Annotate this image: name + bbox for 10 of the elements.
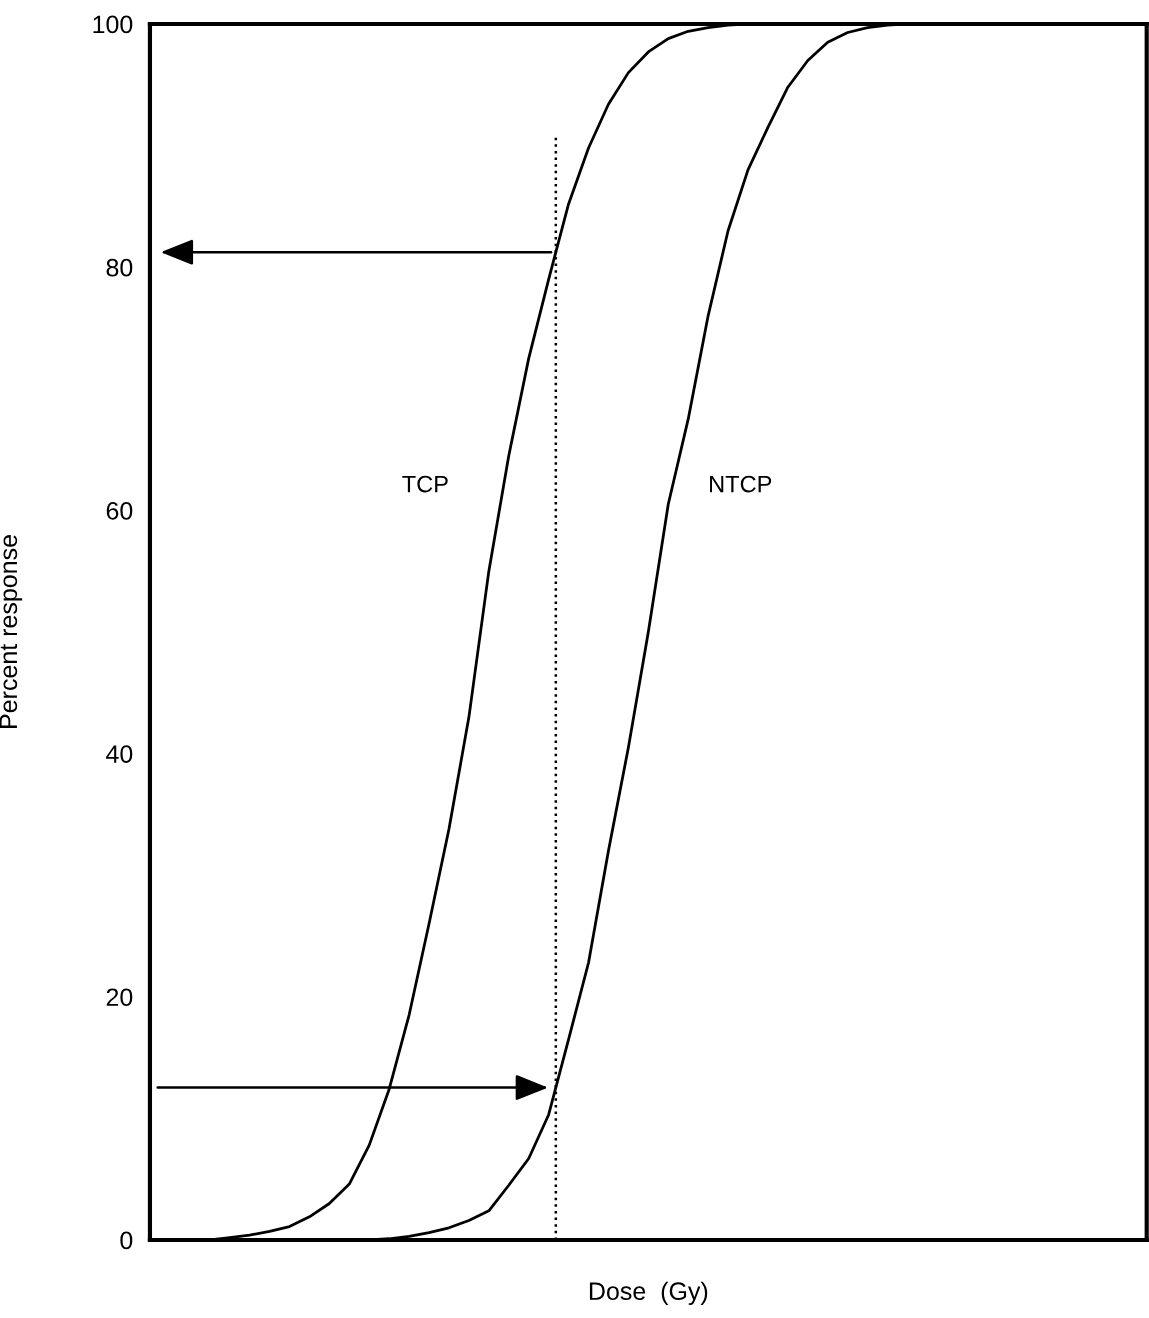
y-tick-label: 20: [106, 988, 133, 1007]
y-tick-label: 100: [93, 15, 133, 34]
y-tick-label: 60: [106, 501, 133, 520]
x-axis-title: Dose (Gy): [589, 1281, 708, 1305]
y-tick-label: 80: [106, 258, 133, 277]
series-label: NTCP: [710, 475, 772, 493]
y-tick-label: 0: [120, 1231, 133, 1250]
y-tick-label: 40: [106, 745, 133, 763]
text: TCP: [402, 475, 448, 493]
y-axis-title: Percent response: [0, 535, 23, 728]
